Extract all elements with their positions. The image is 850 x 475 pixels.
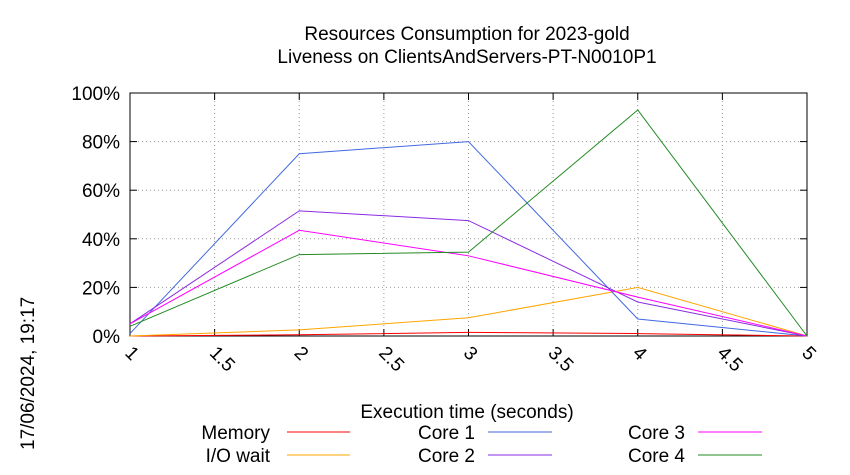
chart-title-line-2: Liveness on ClientsAndServers-PT-N0010P1 [277,47,656,68]
timestamp-label: 17/06/2024, 19:17 [18,297,39,450]
y-tick-label: 20% [82,278,120,299]
x-tick-label: 2 [290,343,312,365]
series-line-i-o-wait [129,286,808,337]
x-axis: 1 1.5 2 2.5 3 3.5 4 4.5 5 [120,93,820,377]
x-tick-label: 2.5 [374,343,408,377]
series-line-memory [129,331,808,337]
series-line-core-3 [129,229,808,337]
x-tick-label: 4 [628,343,651,366]
y-tick-label: 100% [71,84,120,105]
legend-label: I/O wait [206,446,271,467]
x-tick-label: 1.5 [205,343,239,377]
y-tick-label: 0% [93,327,121,348]
x-tick-label: 5 [797,343,819,365]
y-tick-label: 80% [82,133,120,154]
chart-title-line-1: Resources Consumption for 2023-gold [304,24,629,45]
x-tick-label: 1 [120,343,142,365]
series-line-core-1 [129,141,808,337]
legend-label: Core 4 [628,446,685,467]
x-tick-label: 3 [459,343,481,365]
series-line-core-4 [129,109,808,337]
series-lines [129,109,808,337]
series-line-core-2 [129,210,808,337]
x-tick-label: 4.5 [713,343,747,377]
y-tick-label: 60% [82,181,120,202]
x-axis-label: Execution time (seconds) [360,402,573,423]
legend-label: Core 2 [418,446,475,467]
y-axis: 0% 20% 40% 60% 80% 100% [71,84,807,348]
x-tick-label: 3.5 [544,343,578,377]
legend-label: Core 3 [628,423,685,444]
gridlines [130,93,807,336]
legend-label: Memory [201,423,270,444]
y-tick-label: 40% [82,230,120,251]
legend-label: Core 1 [418,423,475,444]
